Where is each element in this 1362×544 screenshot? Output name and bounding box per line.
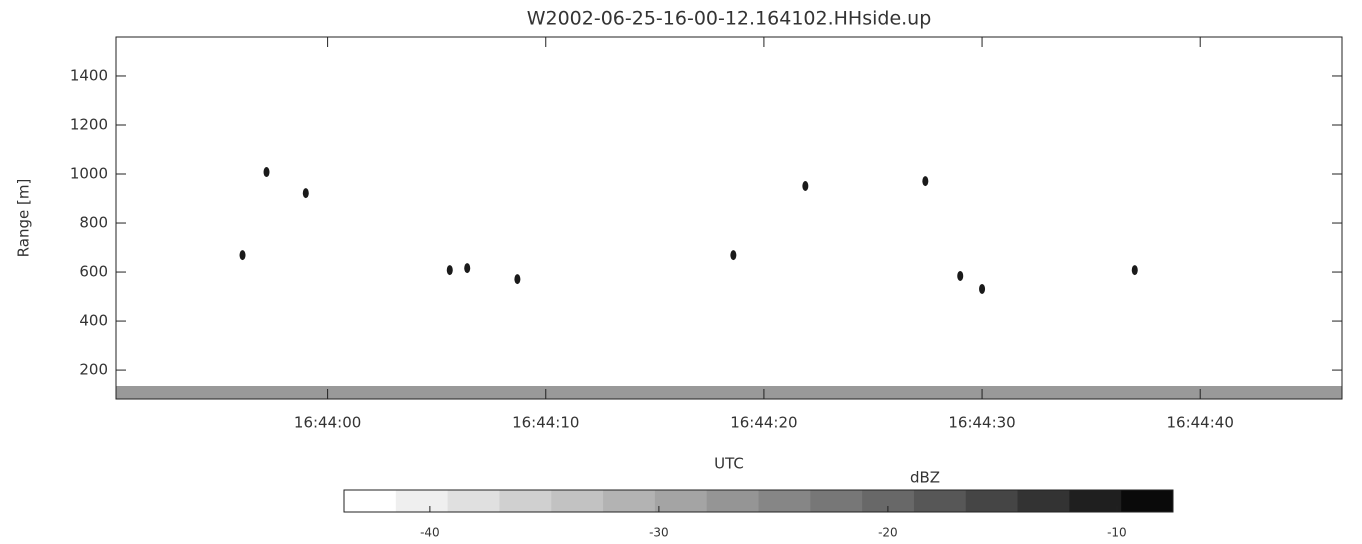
colorbar-level [1069,490,1122,512]
y-tick-label: 1400 [70,66,108,84]
echo [957,270,964,281]
y-tick-label: 1200 [70,115,108,133]
x-tick-label: 16:44:00 [294,414,361,432]
echo [302,188,309,199]
y-tick-label: 1000 [70,165,108,183]
colorbar-tick-label: -40 [420,526,440,540]
x-tick-label: 16:44:30 [948,414,1015,432]
echo [446,265,453,276]
y-axis-label: Range [m] [15,179,33,258]
colorbar-level [551,490,604,512]
echo [239,250,246,261]
chart-title: W2002-06-25-16-00-12.164102.HHside.up [527,8,932,30]
colorbar-level [965,490,1019,512]
colorbar-level [810,490,863,512]
y-tick-label: 400 [79,312,108,330]
colorbar-level [913,490,967,512]
echo [1131,265,1138,276]
colorbar-level [603,490,656,512]
y-tick-label: 200 [79,361,108,379]
colorbar-level [1121,490,1174,512]
echo [730,250,737,261]
x-tick-label: 16:44:20 [730,414,797,432]
colorbar-level [654,490,708,512]
echo [263,167,270,178]
x-axis-label: UTC [714,455,744,473]
colorbar-level [758,490,811,512]
y-tick-label: 800 [79,214,108,232]
colorbar-level [706,490,759,512]
x-tick-label: 16:44:40 [1167,414,1234,432]
colorbar-frame [343,489,1174,513]
colorbar-level [499,490,552,512]
echo [979,283,986,294]
echo [464,263,471,274]
colorbar-label: dBZ [910,469,940,487]
x-tick-label: 16:44:10 [512,414,579,432]
colorbar-tick-label: -10 [1107,526,1127,540]
ground-clutter [116,386,1342,399]
plot-frame [115,36,1343,400]
echo [514,274,521,285]
echo [922,176,929,187]
echo [802,181,809,192]
colorbar-level [395,490,449,512]
colorbar-level [1017,490,1070,512]
y-tick-label: 600 [79,263,108,281]
colorbar-tick-label: -30 [649,526,669,540]
colorbar-level [344,490,397,512]
colorbar-level [447,490,500,512]
colorbar-level [862,490,915,512]
colorbar-tick-label: -20 [878,526,898,540]
